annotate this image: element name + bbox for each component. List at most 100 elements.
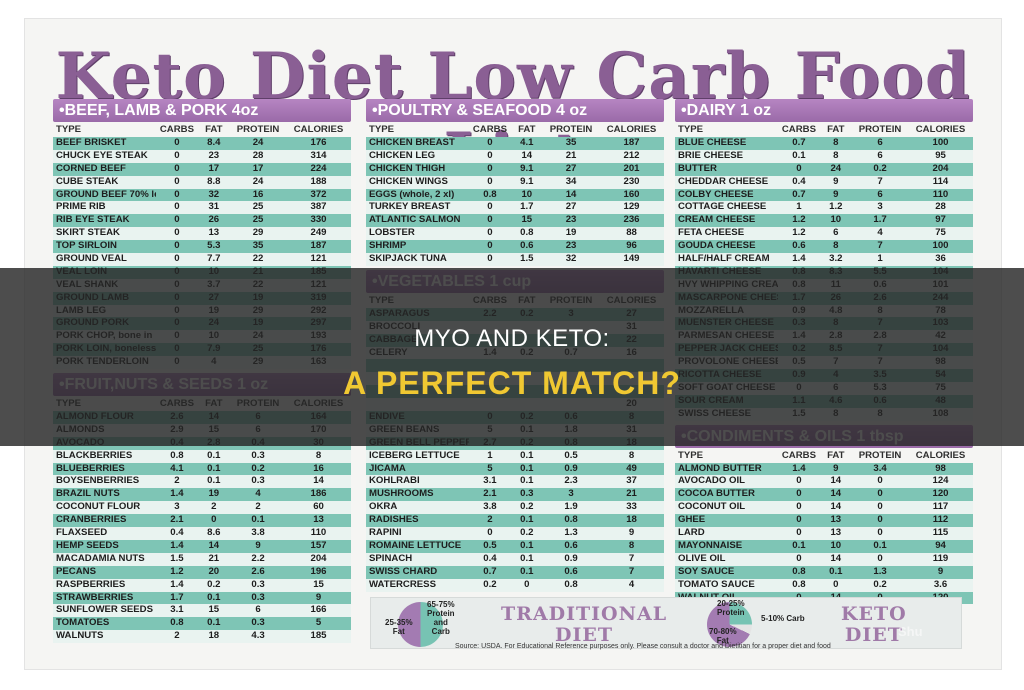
section-poultry-seafood: •POULTRY & SEAFOOD 4 oz TYPE CARBS FAT PROTE… (366, 99, 664, 266)
food-row: SKIPJACK TUNA 0 1.5 32 149 (366, 253, 664, 266)
food-value: 6 (833, 227, 839, 239)
food-value: 7 (628, 565, 635, 577)
food-value: 35 (252, 240, 264, 252)
food-name: CHICKEN BREAST (369, 137, 455, 148)
food-row: HALF/HALF CREAM 1.4 3.2 1 36 (675, 253, 973, 266)
food-value: 185 (310, 630, 327, 642)
food-row: TOMATOES 0.8 0.1 0.3 5 (53, 617, 351, 631)
food-value: 0.8 (170, 449, 184, 461)
food-value: 166 (310, 604, 327, 616)
food-value: 1.2 (170, 565, 184, 577)
food-row: SOY SAUCE 0.8 0.1 1.3 9 (675, 565, 973, 579)
food-value: 1 (487, 449, 493, 461)
food-value: 0.2 (251, 462, 265, 474)
food-value: 24 (252, 137, 264, 148)
food-value: 14 (565, 188, 577, 200)
food-value: 0.1 (520, 552, 534, 564)
food-value: 0 (174, 253, 180, 265)
food-name: BUTTER (678, 162, 717, 174)
food-value: 2.2 (251, 552, 265, 564)
column-headers: TYPE CARBS FAT PROTEIN CALORIES (53, 122, 351, 137)
food-value: 0 (487, 201, 493, 213)
food-value: 0 (174, 188, 180, 200)
food-value: 0.3 (520, 488, 534, 500)
food-row: OKRA 3.8 0.2 1.9 33 (366, 501, 664, 515)
food-name: RIB EYE STEAK (56, 214, 130, 226)
food-row: BLACKBERRIES 0.8 0.1 0.3 8 (53, 449, 351, 463)
food-value: 0 (174, 149, 180, 161)
column-header: PROTEIN (858, 124, 902, 135)
column-header: TYPE (56, 124, 82, 135)
food-value: 0 (796, 501, 802, 513)
food-value: 0.1 (873, 539, 887, 551)
overlay-title-line1: MYO AND KETO: (414, 325, 610, 352)
food-name: PECANS (56, 565, 96, 577)
food-value: 23 (565, 240, 577, 252)
keto-protein-label: 20-25% Protein (717, 599, 745, 617)
food-value: 0.4 (792, 175, 806, 187)
food-value: 1.3 (564, 527, 578, 539)
food-value: 5 (487, 462, 493, 474)
food-value: 0 (487, 137, 493, 148)
food-value: 124 (932, 475, 949, 487)
food-value: 0 (796, 527, 802, 539)
food-value: 9 (937, 565, 944, 577)
column-headers: TYPE CARBS FAT PROTEIN CALORIES (366, 122, 664, 137)
food-row: CHICKEN BREAST 0 4.1 35 187 (366, 137, 664, 150)
food-value: 4.1 (170, 462, 184, 474)
food-name: OKRA (369, 501, 398, 513)
food-name: COCOA BUTTER (678, 488, 755, 500)
food-row: BLUE CHEESE 0.7 8 6 100 (675, 137, 973, 150)
food-name: SUNFLOWER SEEDS (56, 604, 154, 616)
food-value: 0 (877, 552, 883, 564)
food-rows: CHICKEN BREAST 0 4.1 35 187 CHICKEN LEG 0 14 21 2… (366, 137, 664, 266)
food-value: 0.6 (792, 240, 806, 252)
food-value: 0.8 (564, 578, 578, 590)
food-value: 0.8 (564, 514, 578, 526)
food-value: 0.3 (251, 449, 265, 461)
food-value: 9.1 (520, 162, 534, 174)
food-name: SOY SAUCE (678, 565, 735, 577)
source-note: Source: USDA. For Educational Reference … (455, 643, 831, 650)
food-value: 98 (935, 462, 946, 474)
food-value: 13 (830, 527, 842, 539)
food-value: 0 (877, 514, 883, 526)
food-value: 1.7 (873, 214, 887, 226)
food-value: 0 (796, 552, 802, 564)
food-value: 3 (877, 201, 883, 213)
food-name: HEMP SEEDS (56, 539, 119, 551)
food-value: 10 (830, 214, 842, 226)
food-value: 204 (310, 552, 327, 564)
food-value: 0.5 (564, 449, 578, 461)
food-value: 0.6 (564, 565, 578, 577)
food-row: LARD 0 13 0 115 (675, 527, 973, 540)
food-value: 15 (313, 578, 324, 590)
food-value: 7.7 (207, 253, 221, 265)
food-row: WALNUTS 2 18 4.3 185 (53, 630, 351, 644)
keto-carb-label: 5-10% Carb (761, 614, 805, 623)
food-value: 0.1 (792, 539, 806, 551)
food-value: 2 (211, 501, 217, 513)
food-value: 0 (211, 514, 217, 526)
food-value: 1.5 (170, 552, 184, 564)
food-value: 372 (310, 188, 327, 200)
food-row: SHRIMP 0 0.6 23 96 (366, 240, 664, 254)
food-rows: ALMOND BUTTER 1.4 9 3.4 98 AVOCADO OIL 0 14 0 124… (675, 462, 973, 605)
food-value: 25 (252, 214, 264, 226)
food-value: 196 (310, 565, 327, 577)
food-name: WATERCRESS (369, 578, 436, 590)
food-value: 29 (252, 227, 264, 239)
food-name: KOHLRABI (369, 475, 420, 487)
food-value: 9 (255, 539, 261, 551)
food-value: 14 (830, 552, 842, 564)
food-row: CRANBERRIES 2.1 0 0.1 13 (53, 514, 351, 528)
food-value: 1 (877, 253, 883, 265)
food-value: 37 (626, 475, 637, 487)
food-row: COTTAGE CHEESE 1 1.2 3 28 (675, 201, 973, 215)
column-header: CARBS (159, 124, 194, 135)
food-row: AVOCADO OIL 0 14 0 124 (675, 475, 973, 489)
column-header: PROTEIN (549, 124, 593, 135)
food-name: SHRIMP (369, 240, 407, 252)
food-row: FETA CHEESE 1.2 6 4 75 (675, 227, 973, 241)
food-row: RASPBERRIES 1.4 0.2 0.3 15 (53, 578, 351, 592)
